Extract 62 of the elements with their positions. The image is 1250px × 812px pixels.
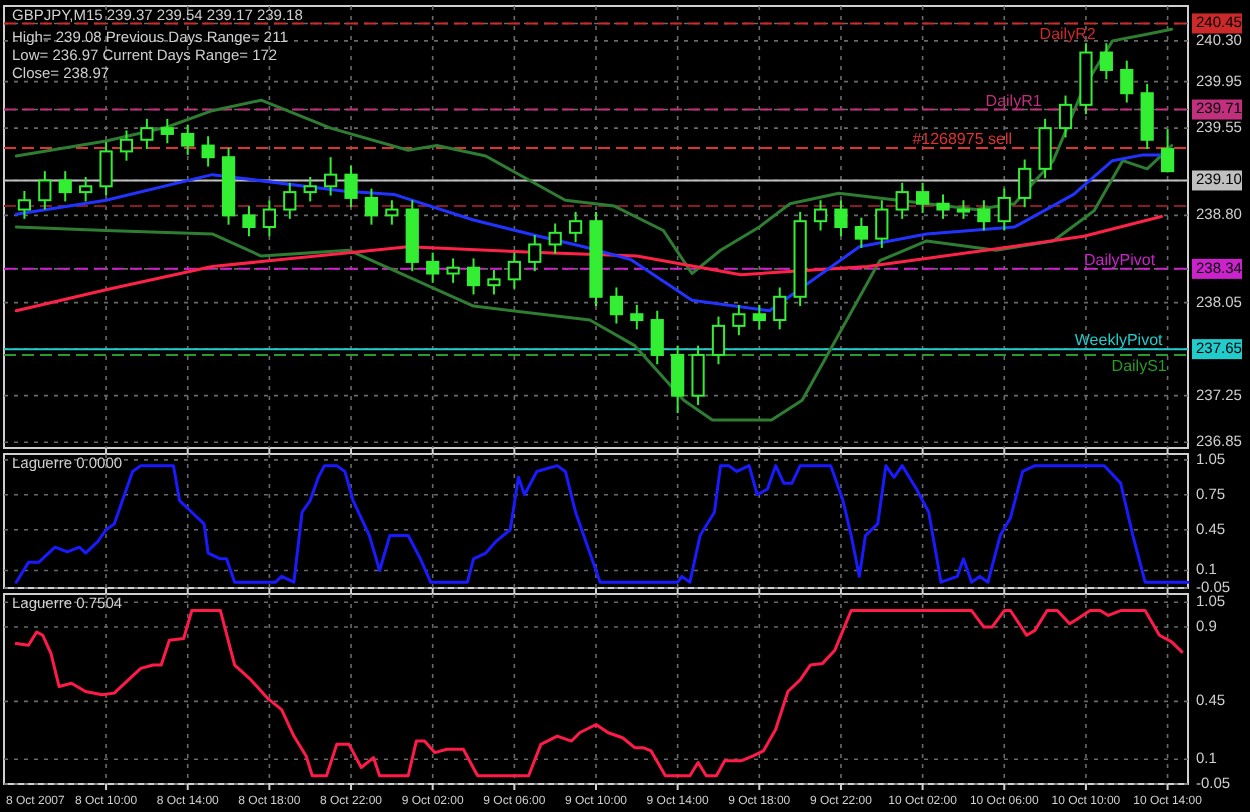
candlestick (916, 181, 930, 215)
candlestick (283, 181, 297, 220)
candlestick (548, 222, 562, 255)
candlestick (711, 315, 726, 366)
line-series (14, 609, 1184, 778)
candlestick (630, 303, 644, 331)
candlestick (671, 344, 685, 415)
candlestick (752, 303, 766, 331)
candlestick (344, 164, 358, 209)
candlestick (487, 269, 501, 296)
candlestick (140, 117, 154, 151)
candlestick (1120, 59, 1134, 104)
candlestick (303, 175, 317, 203)
candlestick (507, 251, 521, 290)
candlestick (1058, 94, 1073, 139)
candlestick (691, 344, 705, 406)
candlestick (385, 199, 399, 226)
candlestick (79, 175, 93, 203)
candlestick (732, 303, 746, 337)
candlestick (99, 141, 113, 197)
candlestick (936, 193, 950, 220)
ref-line-label: DailyPivot (1084, 250, 1157, 269)
candlestick (262, 199, 276, 238)
line-series (14, 144, 1174, 422)
ref-line-label: DailyR1 (985, 91, 1043, 110)
candlestick (977, 199, 991, 232)
candlestick (854, 216, 868, 249)
candlestick (201, 135, 215, 168)
candlestick (650, 309, 664, 366)
candlestick (58, 170, 72, 203)
candlestick (242, 205, 256, 238)
candlestick (834, 199, 848, 238)
candlestick (997, 187, 1011, 232)
line-series (14, 27, 1174, 276)
candlestick (160, 117, 174, 145)
candlestick (895, 181, 909, 220)
candlestick (1160, 128, 1175, 174)
candlestick (426, 251, 440, 284)
candlestick (875, 199, 889, 249)
line-series (14, 215, 1163, 313)
candlestick (813, 199, 828, 232)
candlestick (1099, 42, 1113, 81)
candlestick (466, 257, 481, 296)
candlestick (364, 187, 379, 226)
candlestick (1018, 158, 1032, 209)
candlestick (773, 286, 787, 331)
candlestick (1140, 82, 1154, 151)
ref-line-label: #1268975 sell (912, 129, 1013, 148)
candlestick (1038, 117, 1052, 180)
candlestick (324, 156, 338, 197)
ref-line-label: DailyS1 (1111, 356, 1168, 375)
ref-line-label: WeeklyPivot (1074, 331, 1165, 350)
candlestick (568, 210, 583, 244)
ref-line-label: DailyR2 (1039, 25, 1097, 44)
candlestick (609, 286, 624, 325)
candlestick (446, 257, 460, 284)
candlestick (119, 129, 134, 162)
candlestick (181, 123, 195, 156)
candlestick (528, 234, 542, 273)
candlestick (38, 170, 52, 211)
candlestick (17, 189, 32, 220)
candlestick (956, 199, 971, 220)
